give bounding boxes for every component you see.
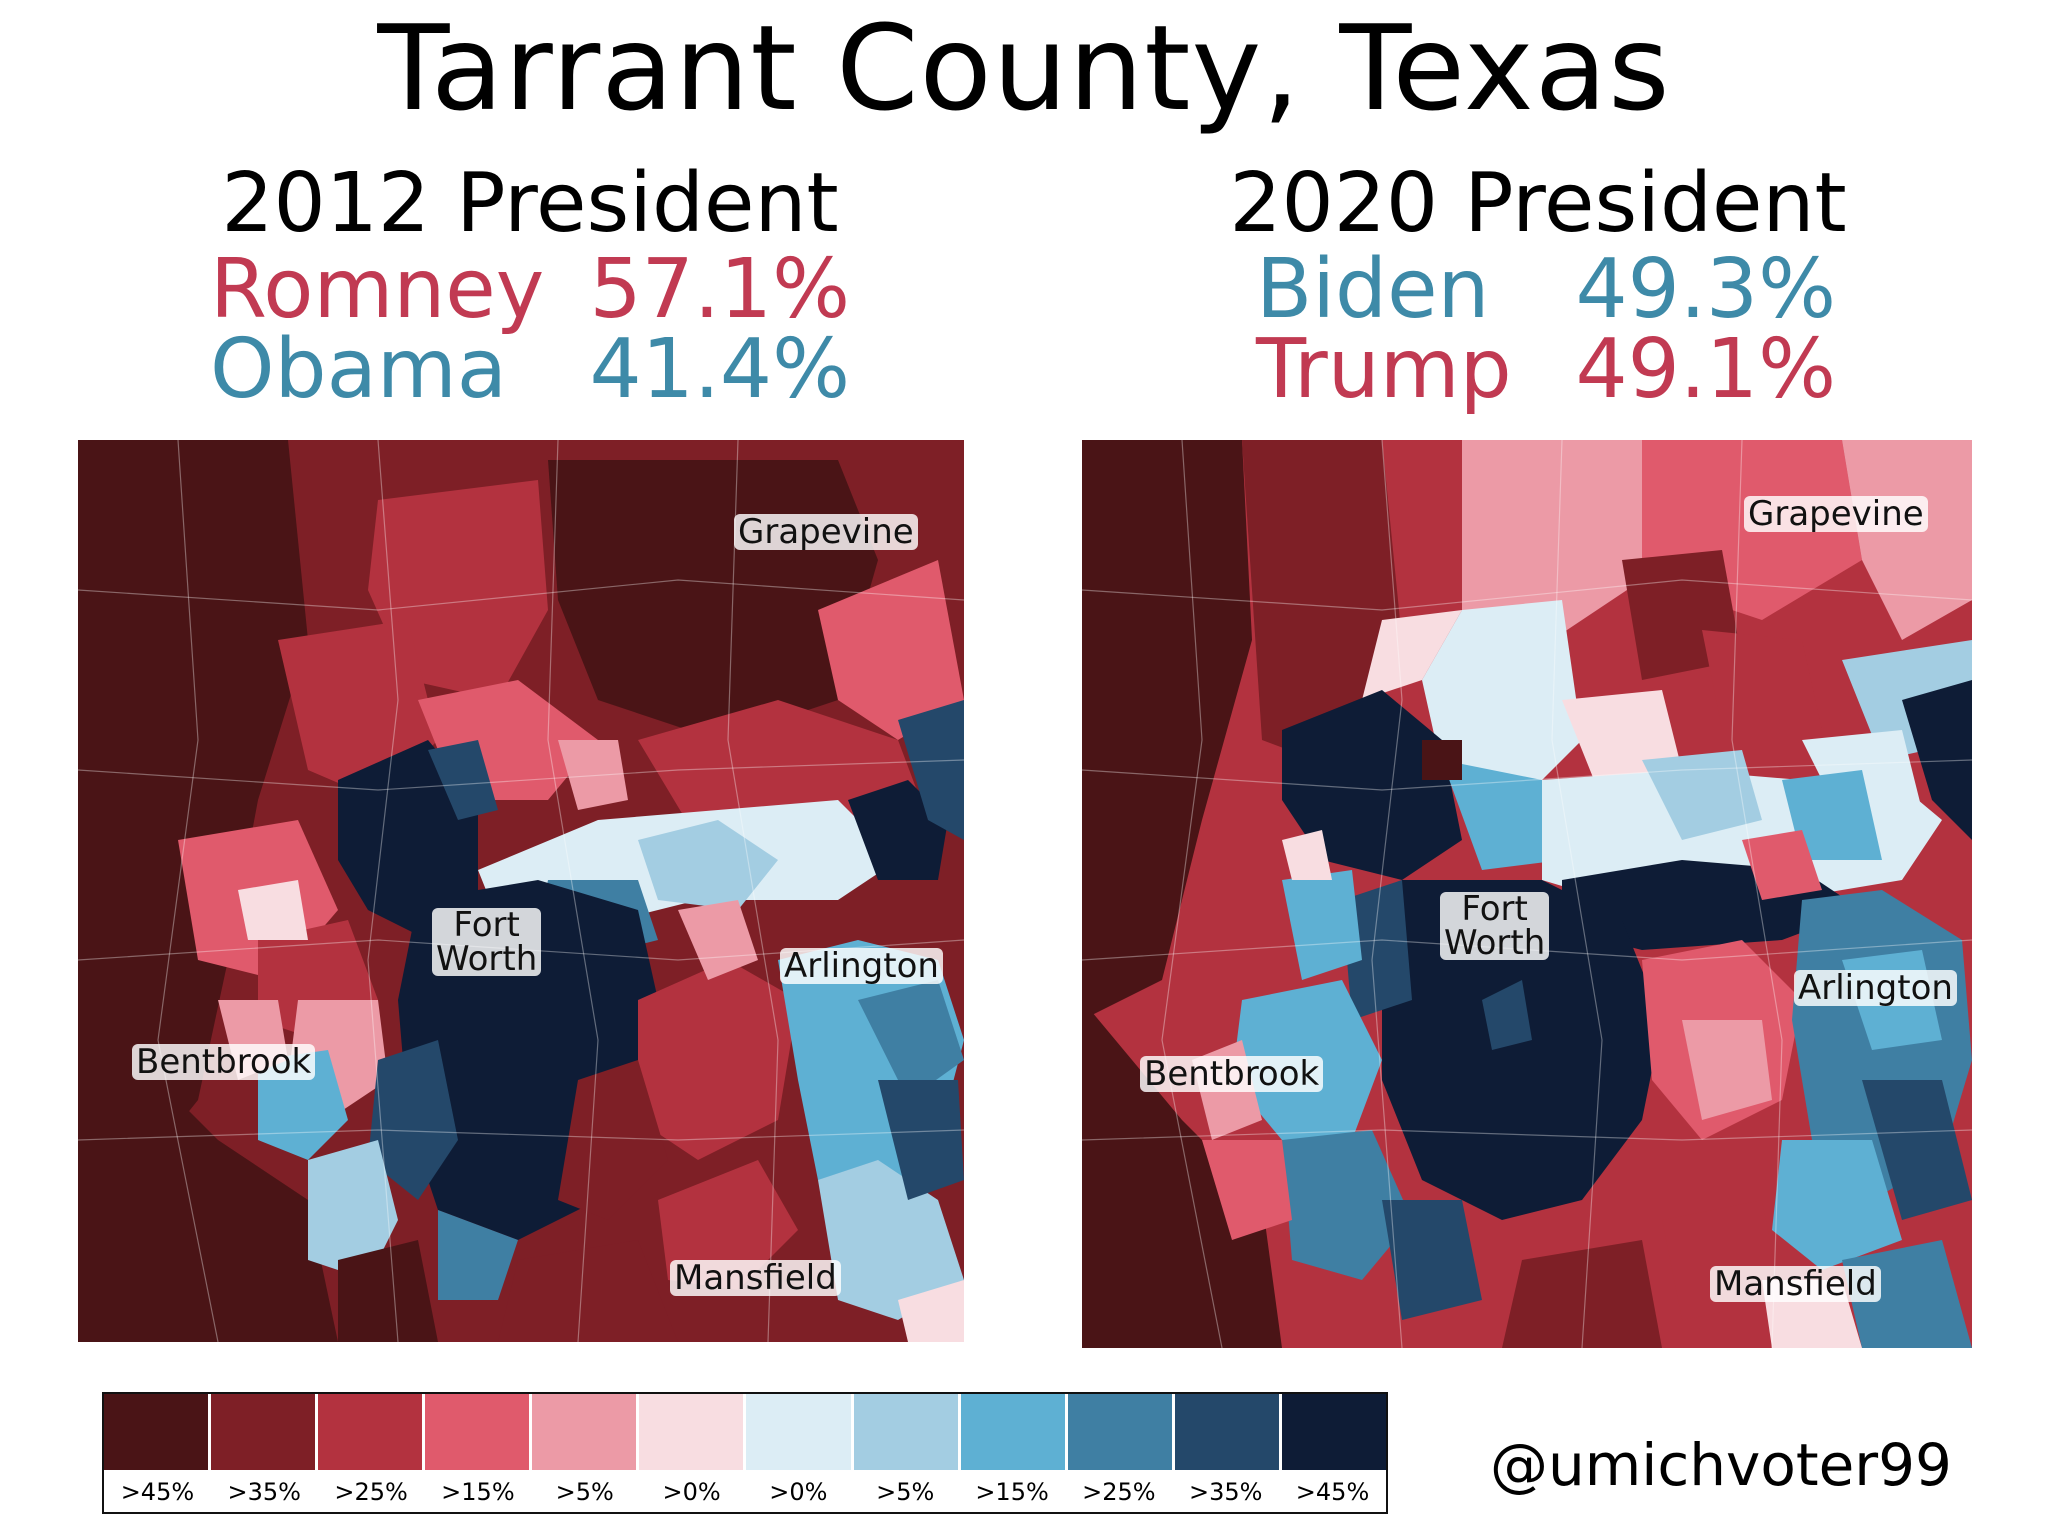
label-bentbrook: Bentbrook [132, 1044, 316, 1080]
legend-label: >15% [975, 1478, 1049, 1506]
legend-labels: >45% >35% >25% >15% >5% >0% >0% >5% >15% >25% >35%… [104, 1474, 1386, 1510]
label-mansfield: Mansfield [670, 1260, 841, 1296]
label-fort: Fort [1461, 889, 1528, 929]
map-2012: Grapevine Fort Worth Arlington Bentbrook… [78, 440, 964, 1342]
candidate-name: Trump [1256, 322, 1512, 417]
left-year-label: 2012 President [221, 156, 839, 251]
candidate-name: Romney [210, 242, 545, 337]
legend-label: >25% [1082, 1478, 1156, 1506]
right-year-label: 2020 President [1229, 156, 1847, 251]
map-2012-svg [78, 440, 964, 1342]
legend-swatch [853, 1394, 961, 1470]
label-bentbrook: Bentbrook [1140, 1056, 1324, 1092]
legend-swatch [211, 1394, 319, 1470]
legend-swatch [532, 1394, 640, 1470]
candidate-pct: 57.1% [589, 242, 851, 337]
author-handle: @umichvoter99 [1490, 1431, 1952, 1499]
label-mansfield: Mansfield [1710, 1266, 1881, 1302]
left-panel-header: 2012 President Romney 57.1% Obama 41.4% [150, 156, 910, 417]
color-legend: >45% >35% >25% >15% >5% >0% >0% >5% >15% >25% >35%… [102, 1392, 1388, 1514]
left-result-obama: Obama 41.4% [210, 322, 851, 417]
label-fort: Fort [453, 905, 520, 945]
legend-swatch [639, 1394, 747, 1470]
right-panel-header: 2020 President Biden 49.3% Trump 49.1% [1158, 156, 1918, 417]
legend-swatch [746, 1394, 854, 1470]
candidate-pct: 49.1% [1575, 322, 1837, 417]
legend-label: >35% [1188, 1478, 1263, 1506]
legend-swatch [960, 1394, 1068, 1470]
label-arlington: Arlington [1794, 970, 1957, 1006]
page-title: Tarrant County, Texas [377, 0, 1671, 137]
legend-swatch [1067, 1394, 1175, 1470]
label-fort-worth: Fort Worth [1440, 889, 1550, 963]
legend-label: >0% [662, 1478, 721, 1506]
label-worth: Worth [1444, 923, 1546, 963]
candidate-name: Biden [1256, 242, 1490, 337]
legend-label: >45% [120, 1478, 195, 1506]
legend-label: >5% [555, 1478, 614, 1506]
right-result-biden: Biden 49.3% [1256, 242, 1837, 337]
map-2020: Grapevine Fort Worth Arlington Bentbrook… [1082, 440, 1972, 1348]
legend-swatches [104, 1394, 1386, 1470]
legend-label: >0% [769, 1478, 828, 1506]
label-grapevine: Grapevine [1744, 496, 1928, 532]
map-2020-svg [1082, 440, 1972, 1348]
legend-swatch [318, 1394, 426, 1470]
candidate-pct: 49.3% [1575, 242, 1837, 337]
candidate-pct: 41.4% [589, 322, 851, 417]
label-grapevine: Grapevine [734, 514, 918, 550]
legend-label: >25% [334, 1478, 408, 1506]
label-fort-worth: Fort Worth [432, 905, 542, 979]
legend-swatch [1174, 1394, 1282, 1470]
legend-label: >15% [441, 1478, 515, 1506]
label-arlington: Arlington [780, 948, 943, 984]
legend-label: >35% [227, 1478, 301, 1506]
label-worth: Worth [436, 939, 538, 979]
legend-label: >5% [876, 1478, 935, 1506]
right-result-trump: Trump 49.1% [1256, 322, 1837, 417]
legend-swatch [104, 1394, 212, 1470]
legend-swatch [1281, 1394, 1386, 1470]
legend-label: >45% [1295, 1478, 1370, 1506]
candidate-name: Obama [210, 322, 507, 417]
legend-swatch [425, 1394, 533, 1470]
left-result-romney: Romney 57.1% [210, 242, 851, 337]
